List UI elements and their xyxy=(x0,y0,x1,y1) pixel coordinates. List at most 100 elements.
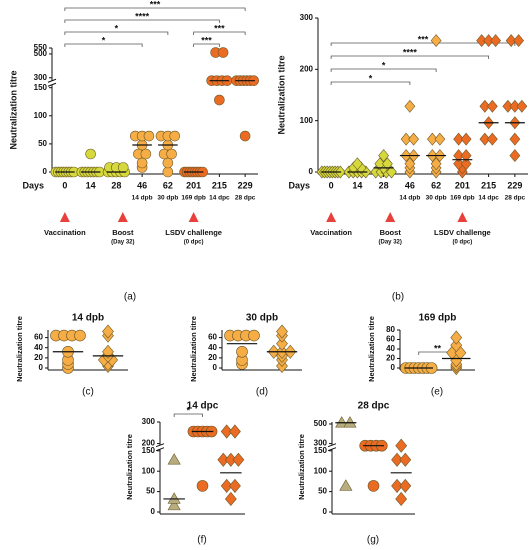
x-sublabel: 169 dpb xyxy=(181,195,206,202)
data-point xyxy=(140,148,152,160)
data-point xyxy=(167,492,181,504)
data-point xyxy=(460,157,472,171)
y-tick-label: 0 xyxy=(43,167,48,176)
data-point xyxy=(117,162,129,173)
event-label: Boost xyxy=(112,228,134,237)
y-tick-label: 200 xyxy=(300,64,314,73)
data-point xyxy=(430,157,442,171)
data-point xyxy=(404,157,416,171)
x-tick-label: 201 xyxy=(186,180,201,190)
panel-label: (c) xyxy=(82,387,94,398)
significance-label: *** xyxy=(201,35,212,45)
significance-label: * xyxy=(115,23,119,33)
panel-title: 28 dpc xyxy=(358,401,390,412)
y-axis-label: Neutralization titre xyxy=(15,316,24,382)
data-point xyxy=(229,478,241,493)
event-marker xyxy=(385,212,396,222)
x-tick-label: 229 xyxy=(238,180,253,190)
y-tick-label: 300 xyxy=(314,439,328,448)
data-point xyxy=(434,132,446,146)
y-tick-label: 550 xyxy=(34,43,48,52)
event-label: Boost xyxy=(380,228,402,237)
significance-bracket xyxy=(193,31,246,35)
panel-title: 30 dpb xyxy=(246,313,278,324)
y-tick-label: 0 xyxy=(323,507,328,516)
axis-break-mark xyxy=(155,447,165,452)
x-tick-label: 62 xyxy=(163,180,173,190)
data-point xyxy=(74,329,86,342)
data-point xyxy=(479,99,491,113)
y-tick-label: 60 xyxy=(386,335,395,344)
data-point xyxy=(85,148,96,160)
y-tick-label: 0 xyxy=(151,507,156,516)
significance-label: *** xyxy=(418,34,429,44)
panel-label: (f) xyxy=(197,535,206,546)
data-point xyxy=(460,149,472,163)
y-tick-label: 20 xyxy=(386,354,395,363)
significance-bracket xyxy=(193,43,220,47)
data-point xyxy=(162,166,174,178)
data-point xyxy=(453,149,465,163)
axis-break-mark xyxy=(327,443,337,448)
x-sublabel: 14 dpb xyxy=(132,195,153,202)
data-point xyxy=(490,34,502,48)
axis-break-mark xyxy=(155,443,165,448)
data-point xyxy=(509,132,521,146)
data-point xyxy=(450,330,463,345)
axis-break xyxy=(48,80,56,85)
y-tick-label: 40 xyxy=(34,343,43,352)
y-axis-label: Neutralization titre xyxy=(367,316,376,382)
data-point xyxy=(408,132,420,146)
y-axis-label: Neutralization titre xyxy=(276,55,286,134)
data-point xyxy=(167,453,181,465)
data-point xyxy=(479,132,491,146)
data-point xyxy=(166,148,177,160)
panel-title: 14 dpb xyxy=(72,313,104,324)
y-tick-label: 0 xyxy=(213,363,218,372)
y-tick-label: 500 xyxy=(314,419,328,428)
data-point xyxy=(162,157,174,169)
data-point xyxy=(450,338,463,353)
panel-title: 14 dpc xyxy=(187,401,219,412)
data-point xyxy=(395,491,408,507)
significance-bracket xyxy=(330,81,411,85)
x-sublabel: 169 dpb xyxy=(450,195,475,202)
data-point xyxy=(276,324,288,339)
y-tick-label: 50 xyxy=(146,487,155,496)
data-point xyxy=(381,157,393,171)
x-tick-label: 14 xyxy=(86,180,96,190)
axis-break-mark xyxy=(47,82,57,87)
x-tick-label: 215 xyxy=(481,180,496,190)
panel-label: (e) xyxy=(431,387,443,398)
y-tick-label: 0 xyxy=(39,363,44,372)
data-point xyxy=(399,478,412,493)
event-marker xyxy=(188,212,199,222)
data-point xyxy=(102,324,114,339)
x-tick-label: 229 xyxy=(507,180,522,190)
significance-bracket xyxy=(64,43,143,47)
x-sublabel: 28 dpc xyxy=(235,195,256,202)
data-point xyxy=(460,132,472,146)
data-point xyxy=(214,94,225,106)
data-point xyxy=(102,344,114,359)
x-tick-label: 62 xyxy=(431,180,441,190)
y-tick-label: 40 xyxy=(208,343,217,352)
data-point xyxy=(367,480,380,492)
significance-bracket xyxy=(64,31,169,35)
panel-label: (a) xyxy=(124,292,136,303)
data-point xyxy=(404,99,416,113)
x-tick-label: 28 xyxy=(111,180,121,190)
significance-label: * xyxy=(102,35,106,45)
y-tick-label: 100 xyxy=(314,466,328,475)
y-tick-label: 100 xyxy=(300,116,314,125)
y-tick-label: 60 xyxy=(208,333,217,342)
data-point xyxy=(143,130,155,142)
data-point xyxy=(391,478,403,493)
x-tick-label: 28 xyxy=(379,180,389,190)
significance-bracket xyxy=(330,68,437,72)
data-point xyxy=(239,130,251,142)
axis-break xyxy=(328,445,336,450)
event-label: (Day 32) xyxy=(111,240,134,246)
